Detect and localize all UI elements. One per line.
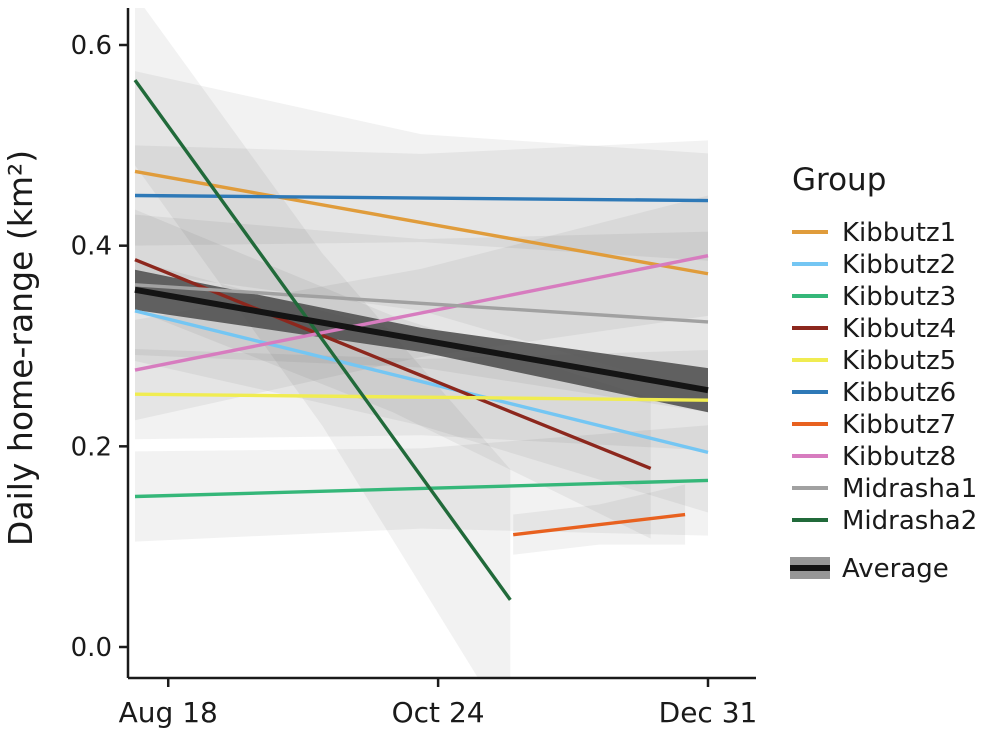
x-tick-label: Aug 18	[119, 696, 218, 729]
series-line-kibbutz3	[134, 478, 709, 499]
legend-label-average: Average	[842, 554, 949, 584]
legend-label-midrasha1: Midrasha1	[842, 474, 977, 504]
legend-label-kibbutz7: Kibbutz7	[842, 410, 956, 440]
ci-kibbutz8	[135, 195, 708, 421]
y-tick-label: 0.0	[71, 633, 112, 663]
ci-kibbutz3	[135, 425, 708, 542]
legend-label-kibbutz1: Kibbutz1	[842, 218, 956, 248]
legend-label-kibbutz8: Kibbutz8	[842, 442, 956, 472]
legend-label-kibbutz3: Kibbutz3	[842, 282, 956, 312]
legend-title: Group	[792, 162, 886, 198]
series-line-kibbutz2	[134, 309, 709, 455]
legend-label-kibbutz6: Kibbutz6	[842, 378, 956, 408]
y-tick-label: 0.6	[71, 31, 112, 61]
series-line-kibbutz1	[134, 169, 709, 276]
ci-kibbutz6	[135, 140, 708, 261]
legend-label-kibbutz5: Kibbutz5	[842, 346, 956, 376]
series-line-kibbutz7	[512, 512, 686, 537]
ci-kibbutz7	[513, 484, 686, 555]
series-line-kibbutz6	[134, 193, 709, 203]
average-line	[134, 286, 709, 394]
ci-midrasha2	[135, 8, 511, 678]
axes: 0.0 0.2 0.4 0.6 Aug 18 Oct 24 Dec 31	[71, 8, 758, 729]
series-lines	[133, 79, 709, 601]
legend-label-kibbutz4: Kibbutz4	[842, 314, 956, 344]
legend-label-midrasha2: Midrasha2	[842, 506, 977, 536]
y-tick-label: 0.2	[71, 432, 112, 462]
series-line-kibbutz5	[134, 392, 709, 402]
legend: Kibbutz1Kibbutz2Kibbutz3Kibbutz4Kibbutz5…	[790, 218, 977, 584]
series-line-midrasha1	[134, 283, 709, 324]
legend-label-kibbutz2: Kibbutz2	[842, 250, 956, 280]
series-line-midrasha2	[133, 79, 512, 601]
y-axis-label: Daily home-range (km²)	[1, 150, 40, 546]
average-line-group	[134, 286, 709, 394]
x-tick-label: Oct 24	[392, 696, 485, 729]
x-tick-label: Dec 31	[659, 696, 758, 729]
series-line-kibbutz4	[134, 258, 652, 470]
series-line-kibbutz8	[134, 254, 709, 372]
y-tick-label: 0.4	[71, 232, 112, 262]
